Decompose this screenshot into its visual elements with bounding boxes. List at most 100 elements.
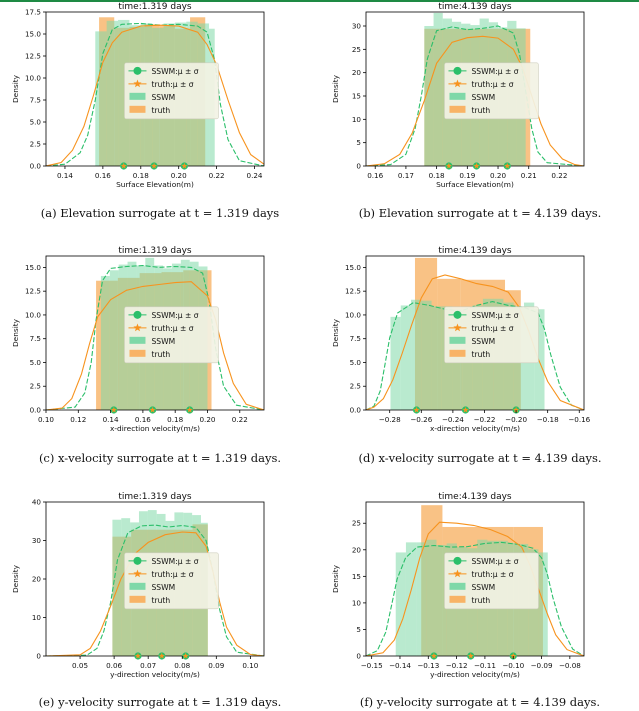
- sswm-hist-bar: [106, 20, 119, 166]
- truth-marker: [504, 162, 511, 169]
- y-tick-label: 10: [352, 598, 362, 607]
- y-axis-label: Density: [11, 74, 20, 103]
- x-axis-label: Surface Elevation(m): [116, 180, 194, 189]
- x-tick-label: −0.16: [568, 415, 590, 424]
- chart-panel-b: 0.16 0.17 0.18 0.19 0.20 0.21 0.22 0 5 10 15 20 25 30…: [320, 0, 639, 200]
- legend-sswm-bar-label: SSWM: [471, 93, 495, 102]
- legend-truth-bar-label: truth: [471, 350, 490, 359]
- chart-title: time:4.139 days: [438, 246, 512, 256]
- x-tick-label: 0.10: [242, 661, 258, 670]
- truth-marker: [513, 406, 520, 413]
- y-tick-label: 17.5: [25, 8, 41, 17]
- legend-sswm-marker-label: SSWM:μ ± σ: [471, 67, 518, 76]
- legend-box: [444, 62, 539, 120]
- legend-sswm-marker-label: SSWM:μ ± σ: [471, 311, 518, 320]
- legend-sswm-marker-label: SSWM:μ ± σ: [151, 557, 198, 566]
- sswm-hist-bar: [538, 552, 548, 656]
- chart-title: time:1.319 days: [118, 246, 192, 256]
- x-tick-label: −0.15: [361, 661, 383, 670]
- y-tick-label: 20: [352, 68, 362, 77]
- y-tick-label: 20: [32, 575, 42, 584]
- sswm-hist-bar: [95, 31, 107, 166]
- truth-marker: [149, 406, 156, 413]
- chart-svg: 0.10 0.12 0.14 0.16 0.18 0.20 0.22 0.0 2.5 5.0 7.5…: [11, 246, 265, 433]
- legend-box: [124, 62, 219, 120]
- chart-title: time:4.139 days: [438, 492, 512, 502]
- truth-marker: [134, 652, 141, 659]
- legend-box: [444, 552, 539, 610]
- sswm-hist-bar: [431, 306, 442, 410]
- x-tick-label: −0.26: [410, 415, 432, 424]
- chart-panel-c: 0.10 0.12 0.14 0.16 0.18 0.20 0.22 0.0 2.5 5.0 7.5…: [0, 244, 320, 444]
- y-tick-label: 5.0: [30, 358, 42, 367]
- legend-truth-marker-label: truth:μ ± σ: [151, 324, 193, 333]
- x-tick-label: −0.12: [446, 661, 468, 670]
- x-tick-label: 0.16: [135, 415, 151, 424]
- truth-kde-line: [46, 24, 264, 166]
- x-tick-label: 0.08: [174, 661, 190, 670]
- x-tick-label: 0.16: [367, 171, 383, 180]
- y-tick-label: 0: [36, 652, 41, 661]
- sswm-hist-bar: [400, 305, 412, 410]
- sswm-kde-line: [366, 25, 584, 166]
- legend-sswm-marker-icon: [133, 66, 142, 75]
- y-tick-label: 12.5: [25, 287, 41, 296]
- legend-sswm-bar-label: SSWM: [151, 337, 175, 346]
- sswm-hist-bar: [426, 539, 437, 656]
- x-tick-label: 0.18: [429, 171, 445, 180]
- y-tick-label: 30: [352, 22, 362, 31]
- sswm-kde-line: [366, 301, 584, 410]
- axes-frame: [365, 501, 585, 657]
- x-tick-label: −0.08: [559, 661, 581, 670]
- truth-marker: [445, 162, 452, 169]
- y-tick-label: 2.5: [30, 140, 41, 149]
- x-tick-label: 0.22: [209, 171, 225, 180]
- chart-panel-a: 0.14 0.16 0.18 0.20 0.22 0.24 0.0 2.5 5.0 7.5 10.0…: [0, 0, 320, 200]
- legend-sswm-bar-swatch: [129, 582, 146, 590]
- legend-truth-bar-swatch: [449, 595, 466, 603]
- sswm-hist-bar: [118, 264, 128, 410]
- truth-marker: [413, 406, 420, 413]
- x-tick-label: −0.18: [537, 415, 559, 424]
- truth-marker: [158, 652, 165, 659]
- y-axis-label: Density: [11, 564, 20, 593]
- legend-truth-bar-label: truth: [151, 350, 170, 359]
- chart-svg: −0.28 −0.26 −0.24 −0.22 −0.20 −0.18 −0.16 0.0 2.…: [331, 246, 591, 433]
- legend-sswm-marker-label: SSWM:μ ± σ: [151, 311, 198, 320]
- legend-truth-bar-label: truth: [151, 106, 170, 115]
- sswm-hist-bar: [534, 309, 545, 410]
- truth-marker: [181, 162, 188, 169]
- y-tick-label: 10: [32, 613, 42, 622]
- sswm-hist-bar: [411, 299, 422, 410]
- legend-truth-marker-label: truth:μ ± σ: [471, 570, 513, 579]
- legend-sswm-bar-swatch: [129, 336, 146, 344]
- legend-truth-bar-swatch: [129, 595, 146, 603]
- x-tick-label: 0.05: [72, 661, 88, 670]
- x-tick-label: 0.12: [70, 415, 86, 424]
- sswm-kde-line: [366, 541, 584, 656]
- caption-d: (d) x-velocity surrogate at t = 4.139 da…: [358, 451, 602, 465]
- y-tick-label: 7.5: [30, 96, 41, 105]
- sswm-hist-bar: [424, 26, 434, 166]
- y-tick-label: 2.5: [350, 382, 361, 391]
- legend-sswm-marker-label: SSWM:μ ± σ: [471, 557, 518, 566]
- sswm-hist-bar: [112, 519, 122, 656]
- x-tick-label: −0.10: [502, 661, 524, 670]
- legend-sswm-marker-icon: [453, 66, 462, 75]
- x-tick-label: 0.14: [103, 415, 119, 424]
- truth-marker: [467, 652, 474, 659]
- legend-sswm-marker-label: SSWM:μ ± σ: [151, 67, 198, 76]
- x-tick-label: −0.28: [379, 415, 401, 424]
- truth-marker: [473, 162, 480, 169]
- x-axis-label: Surface Elevation(m): [436, 180, 514, 189]
- y-axis-label: Density: [331, 74, 340, 103]
- sswm-hist-bar: [416, 542, 427, 656]
- legend-truth-bar-label: truth: [471, 106, 490, 115]
- y-tick-label: 0: [356, 162, 361, 171]
- legend-truth-marker-icon: [453, 79, 462, 88]
- x-axis-label: x-direction velocity(m/s): [430, 424, 520, 433]
- axes-frame: [365, 255, 585, 411]
- y-tick-label: 7.5: [30, 334, 41, 343]
- y-tick-label: 15.0: [25, 30, 41, 39]
- caption-a: (a) Elevation surrogate at t = 1.319 day…: [40, 206, 280, 220]
